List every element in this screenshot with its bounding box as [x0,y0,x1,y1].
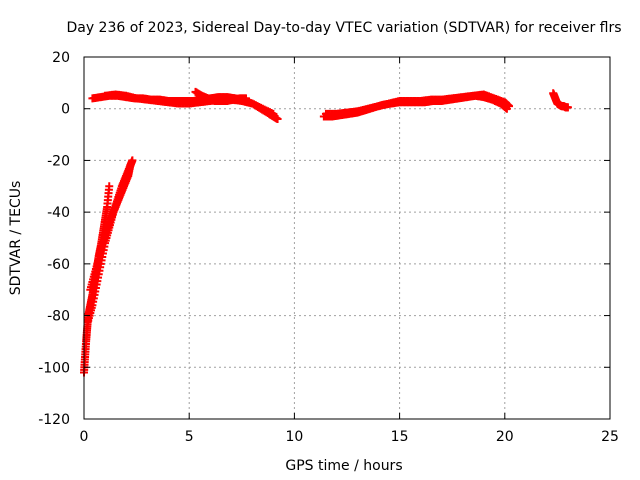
series-band-2 [101,90,278,118]
y-tick-label: 20 [52,50,70,66]
x-tick-label: 10 [285,429,303,445]
points-layer [80,87,572,377]
data-point [563,103,572,112]
series-band-6 [549,89,572,112]
x-tick-label: 25 [601,429,619,445]
plot-frame [83,56,611,420]
data-point [269,109,278,118]
y-tick-label: -40 [47,205,70,221]
data-point [126,161,135,170]
series-band-3 [191,87,251,105]
y-tick-label: -60 [47,257,70,273]
x-tick-label: 5 [185,429,194,445]
data-point [505,102,514,111]
data-point [105,182,114,191]
y-tick-label: 0 [61,102,70,118]
y-axis-label: SDTVAR / TECUs [8,181,24,296]
series-arc-early [86,161,135,294]
x-tick-label: 0 [80,429,89,445]
data-point [128,156,137,165]
x-tick-label: 20 [496,429,514,445]
x-tick-label: 15 [391,429,409,445]
y-tick-label: -20 [47,153,70,169]
data-point [242,94,251,103]
ticks-layer: 0 5 10 15 20 25 -120 -100 -80 -60 -40 -20 0 20 [38,50,619,445]
x-axis-label: GPS time / hours [285,458,402,474]
y-tick-label: -120 [38,412,70,428]
series-band-5 [321,90,514,118]
y-tick-label: -80 [47,309,70,325]
y-tick-label: -100 [38,360,70,376]
data-point [273,115,282,124]
chart-title: Day 236 of 2023, Sidereal Day-to-day VTE… [66,20,621,36]
grid-layer [84,57,610,419]
